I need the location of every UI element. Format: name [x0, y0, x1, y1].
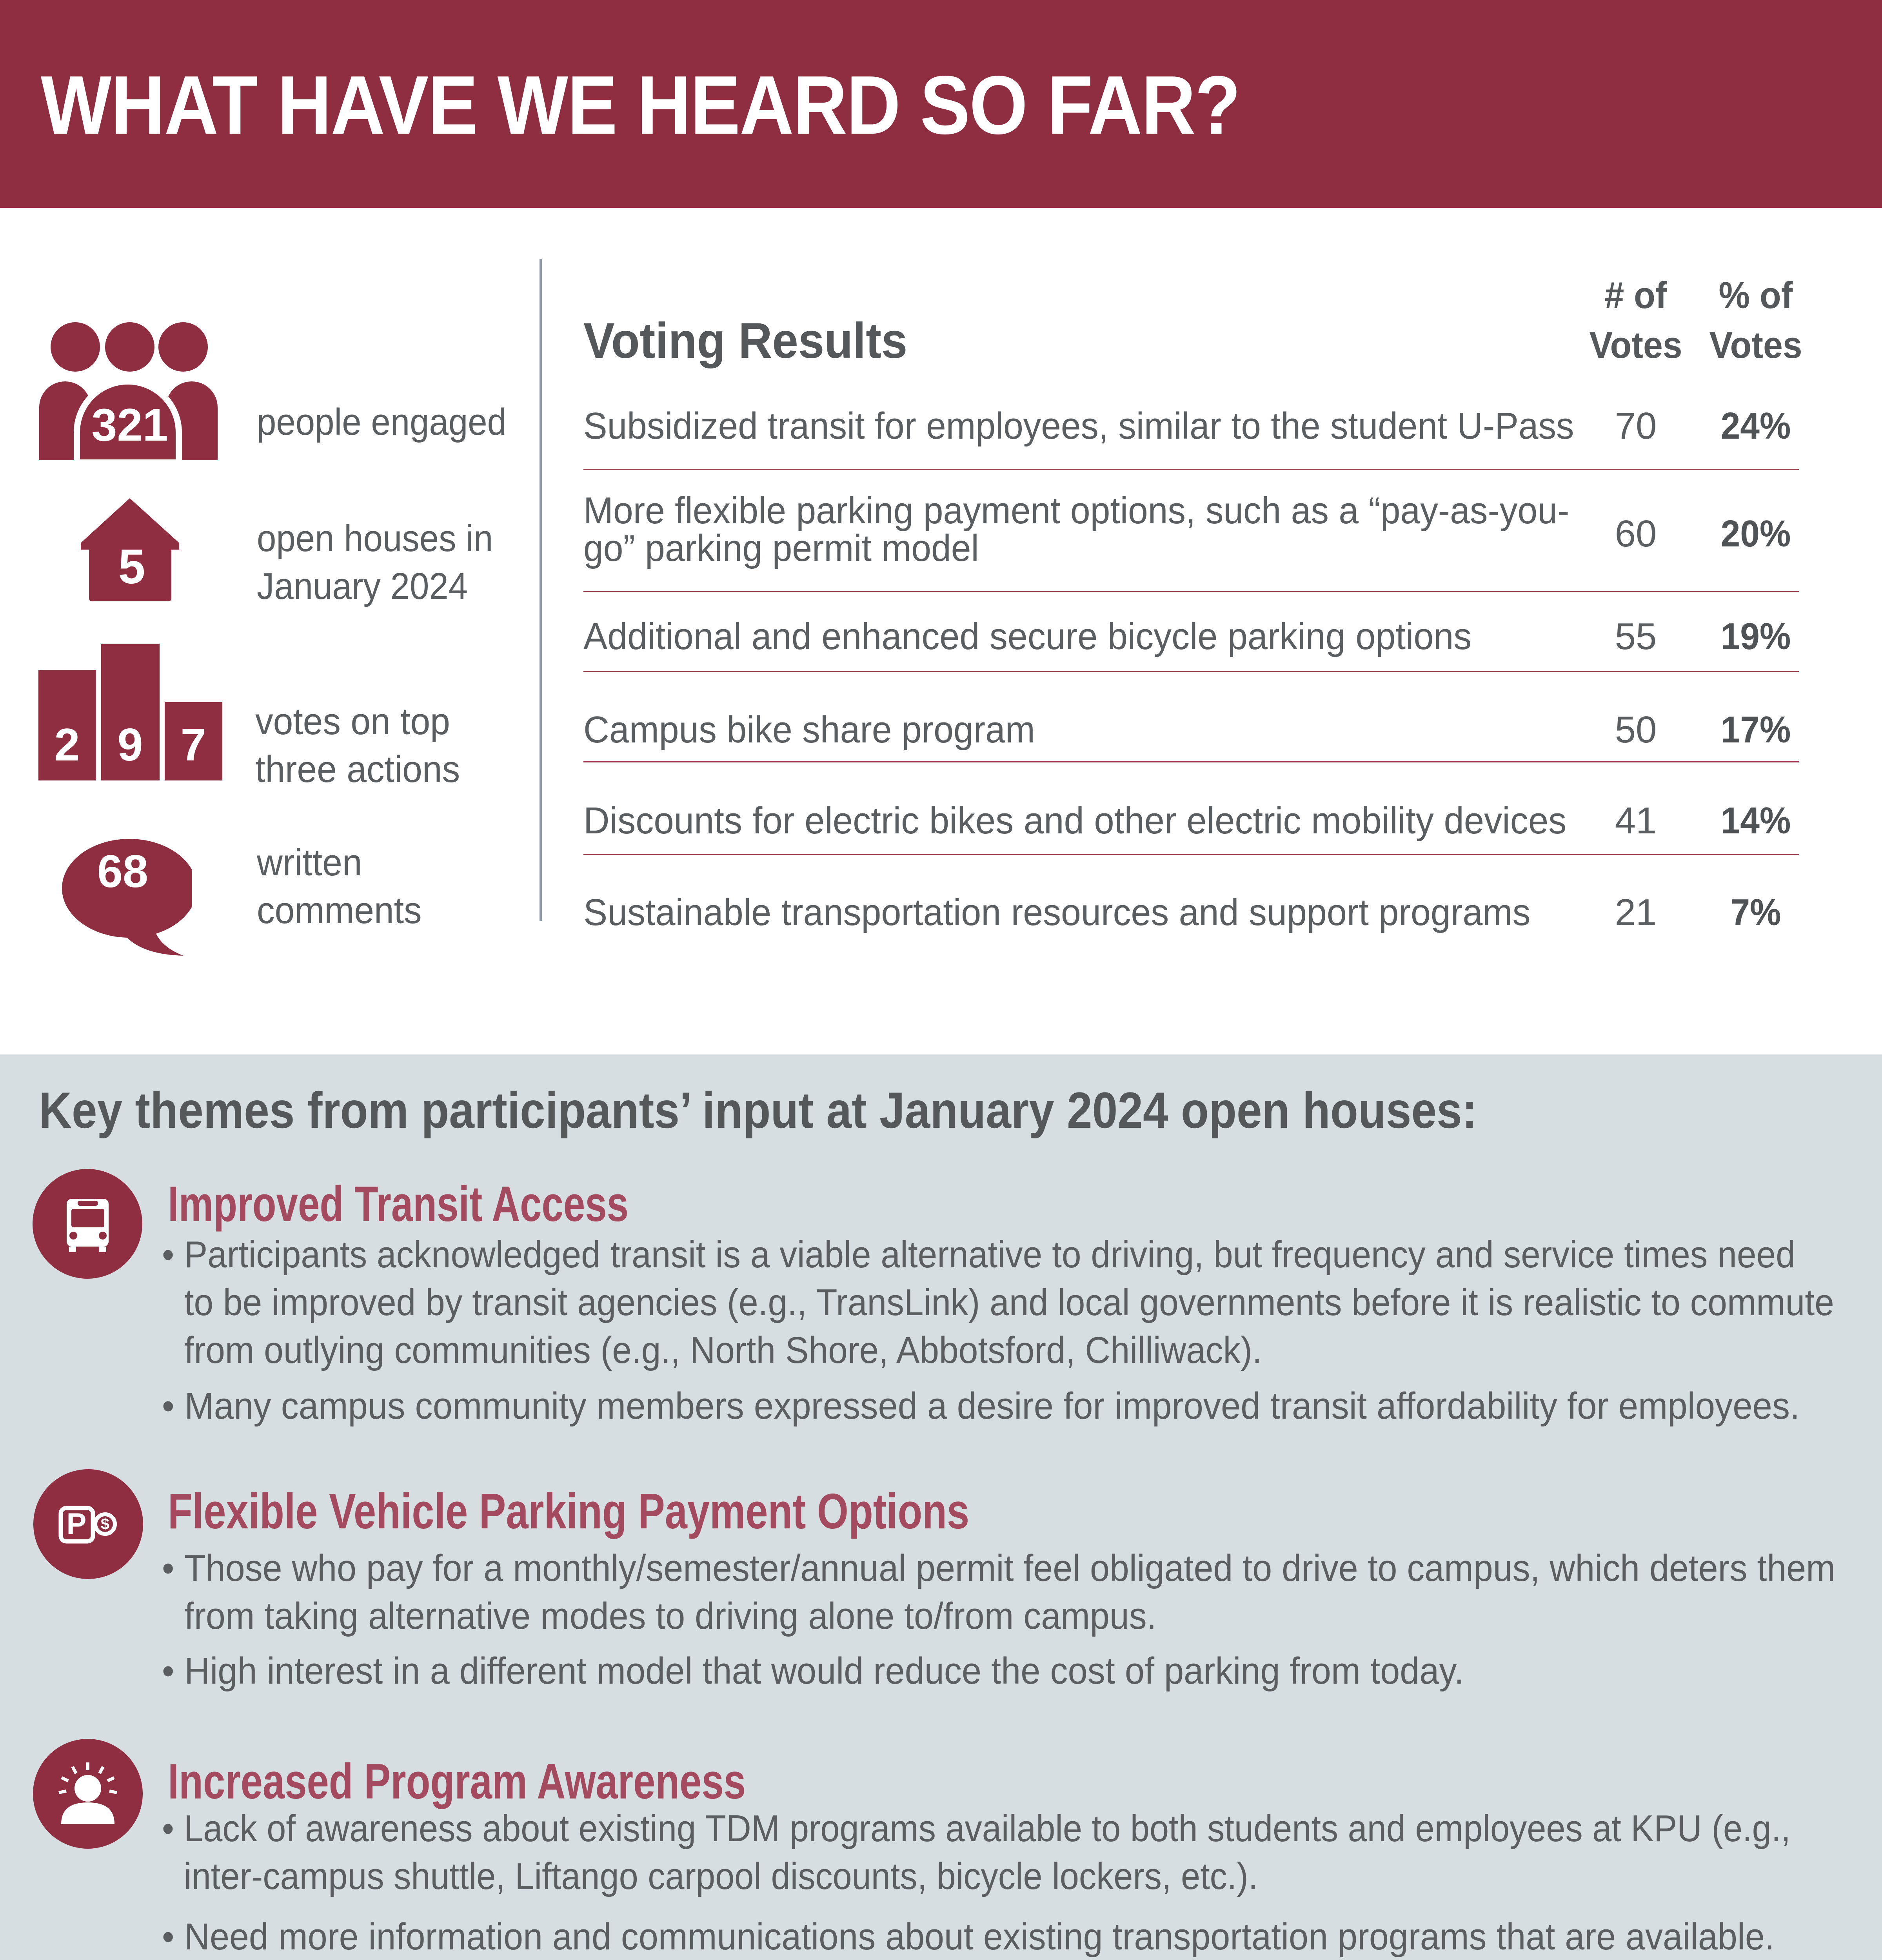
- svg-text:7: 7: [180, 719, 206, 770]
- svg-text:68: 68: [97, 846, 148, 897]
- svg-text:5: 5: [118, 540, 145, 594]
- svg-text:9: 9: [117, 719, 143, 770]
- svg-text:$: $: [101, 1515, 109, 1533]
- svg-text:321: 321: [91, 399, 168, 450]
- svg-text:2: 2: [54, 719, 80, 770]
- svg-text:P: P: [67, 1507, 87, 1541]
